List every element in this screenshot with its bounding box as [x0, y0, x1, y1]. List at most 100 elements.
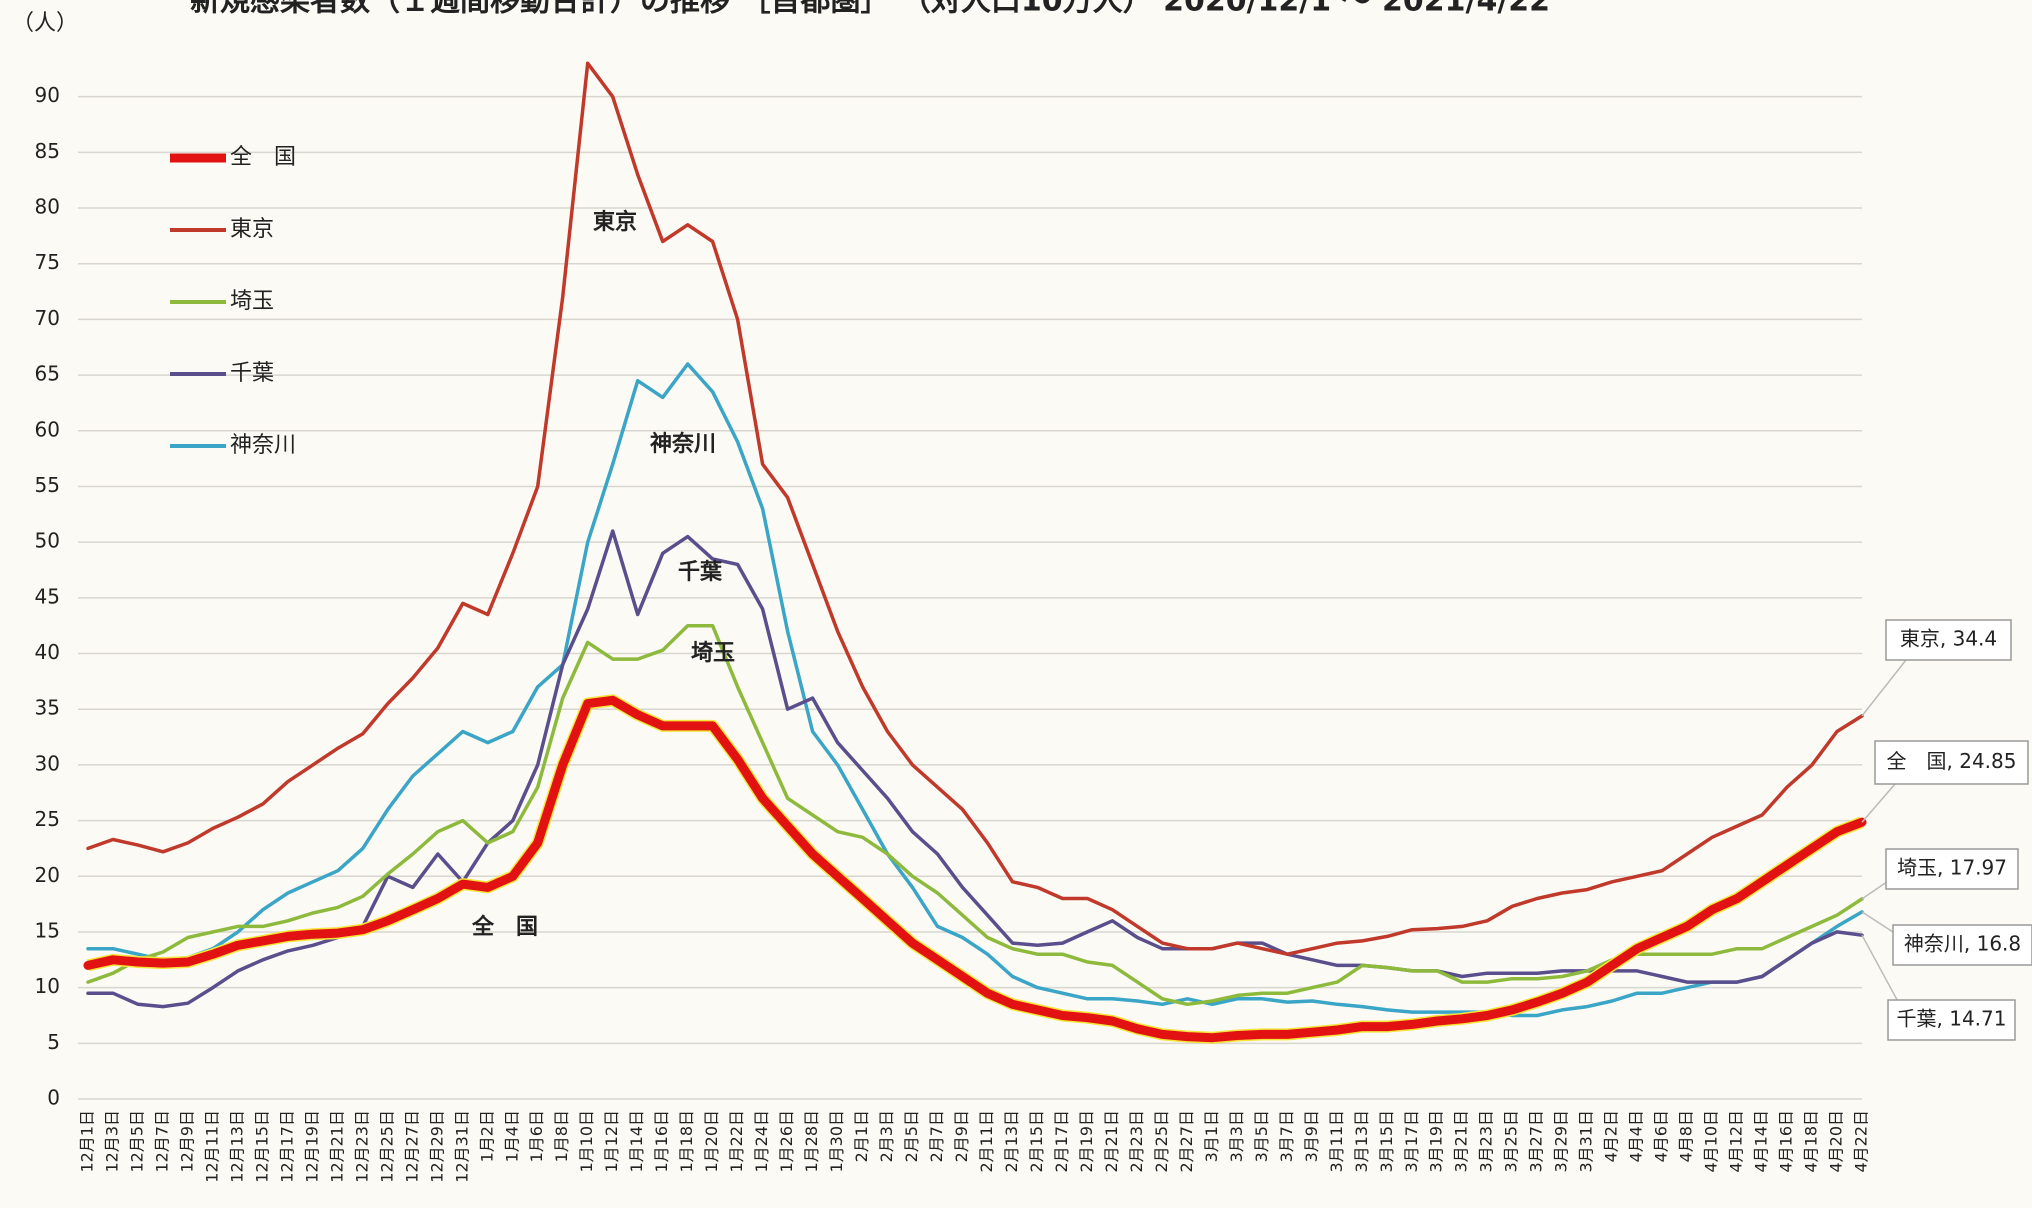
- callout-label: 東京, 34.4: [1900, 627, 1997, 651]
- x-tick-label: 1月2日: [477, 1110, 496, 1162]
- x-tick-label: 2月7日: [927, 1110, 946, 1162]
- x-tick-label: 3月13日: [1352, 1110, 1371, 1173]
- x-tick-label: 12月3日: [102, 1110, 121, 1173]
- x-tick-label: 2月3日: [877, 1110, 896, 1162]
- x-tick-label: 4月8日: [1677, 1110, 1696, 1162]
- callout-leader: [1861, 783, 1896, 823]
- x-tick-label: 3月5日: [1252, 1110, 1271, 1162]
- x-tick-label: 12月29日: [427, 1110, 446, 1183]
- x-tick-label: 12月19日: [302, 1110, 321, 1183]
- x-tick-label: 12月27日: [402, 1110, 421, 1183]
- x-tick-label: 12月11日: [202, 1110, 221, 1183]
- x-tick-label: 3月15日: [1377, 1110, 1396, 1173]
- x-tick-label: 12月17日: [277, 1110, 296, 1183]
- x-tick-label: 3月1日: [1202, 1110, 1221, 1162]
- x-tick-label: 2月27日: [1177, 1110, 1196, 1173]
- x-tick-label: 1月8日: [552, 1110, 571, 1162]
- chart-title: 新規感染者数（１週間移動合計）の推移 ［首都圏］ （対人口10万人） 2020/…: [190, 0, 1550, 19]
- x-tick-label: 2月5日: [902, 1110, 921, 1162]
- x-tick-label: 1月22日: [727, 1110, 746, 1173]
- x-tick-label: 12月13日: [227, 1110, 246, 1183]
- x-tick-label: 1月30日: [827, 1110, 846, 1173]
- x-tick-label: 12月31日: [452, 1110, 471, 1183]
- callout-box: [1887, 999, 2016, 1041]
- x-tick-label: 3月21日: [1452, 1110, 1471, 1173]
- x-tick-label: 2月9日: [952, 1110, 971, 1162]
- callout-box: [1874, 740, 2029, 785]
- x-tick-label: 4月22日: [1852, 1110, 1871, 1173]
- x-tick-label: 3月9日: [1302, 1110, 1321, 1162]
- legend-label: 千葉: [230, 361, 274, 386]
- y-tick-label: 20: [35, 863, 60, 887]
- callout-box: [1885, 619, 2012, 661]
- callout-box: [1885, 848, 2019, 890]
- x-tick-label: 4月4日: [1627, 1110, 1646, 1162]
- series-label: 神奈川: [650, 431, 716, 457]
- x-tick-label: 2月1日: [852, 1110, 871, 1162]
- x-tick-label: 2月17日: [1052, 1110, 1071, 1173]
- series-line: [86, 623, 1864, 1007]
- x-tick-label: 1月16日: [652, 1110, 671, 1173]
- y-tick-label: 65: [35, 362, 60, 386]
- callout-label: 千葉, 14.71: [1897, 1007, 2007, 1031]
- series-line: [86, 362, 1864, 1018]
- series-line: [86, 61, 1864, 956]
- y-tick-label: 80: [35, 195, 60, 219]
- x-tick-label: 1月18日: [677, 1110, 696, 1173]
- y-tick-label: 35: [35, 696, 60, 720]
- y-axis-label: （人）: [12, 11, 78, 36]
- x-tick-label: 4月14日: [1752, 1110, 1771, 1173]
- y-tick-label: 90: [35, 83, 60, 107]
- y-tick-label: 45: [35, 584, 60, 608]
- series-label: 全 国: [471, 914, 538, 940]
- x-tick-label: 12月1日: [78, 1110, 97, 1173]
- y-tick-label: 30: [35, 751, 60, 775]
- x-tick-label: 3月25日: [1502, 1110, 1521, 1173]
- x-tick-label: 3月11日: [1327, 1110, 1346, 1173]
- series-line: [83, 695, 1867, 1043]
- x-tick-label: 1月26日: [777, 1110, 796, 1173]
- x-tick-label: 4月12日: [1727, 1110, 1746, 1173]
- x-tick-label: 12月23日: [352, 1110, 371, 1183]
- legend-label: 東京: [230, 217, 274, 242]
- x-tick-label: 4月18日: [1802, 1110, 1821, 1173]
- x-tick-label: 2月21日: [1102, 1110, 1121, 1173]
- y-tick-label: 5: [47, 1030, 60, 1054]
- x-tick-label: 1月6日: [527, 1110, 546, 1162]
- x-tick-label: 3月31日: [1577, 1110, 1596, 1173]
- y-tick-label: 25: [35, 807, 60, 831]
- x-tick-label: 12月9日: [177, 1110, 196, 1173]
- y-tick-label: 60: [35, 417, 60, 441]
- callout-label: 全 国, 24.85: [1887, 749, 2017, 773]
- x-tick-label: 2月13日: [1002, 1110, 1021, 1173]
- x-tick-label: 1月28日: [802, 1110, 821, 1173]
- y-tick-label: 15: [35, 918, 60, 942]
- x-tick-label: 12月25日: [377, 1110, 396, 1183]
- series-label: 千葉: [678, 560, 723, 585]
- x-tick-label: 1月10日: [577, 1110, 596, 1173]
- x-tick-label: 3月17日: [1402, 1110, 1421, 1173]
- series-label: 埼玉: [691, 641, 735, 666]
- y-tick-label: 40: [35, 640, 60, 664]
- x-tick-label: 4月6日: [1652, 1110, 1671, 1162]
- legend-label: 埼玉: [230, 289, 274, 314]
- x-tick-label: 1月14日: [627, 1110, 646, 1173]
- y-tick-label: 10: [35, 974, 60, 998]
- x-tick-label: 12月21日: [327, 1110, 346, 1183]
- x-tick-label: 4月16日: [1777, 1110, 1796, 1173]
- x-tick-label: 2月11日: [977, 1110, 996, 1173]
- y-tick-label: 55: [35, 473, 60, 497]
- x-tick-label: 1月24日: [752, 1110, 771, 1173]
- x-tick-label: 2月25日: [1152, 1110, 1171, 1173]
- x-tick-label: 3月7日: [1277, 1110, 1296, 1162]
- callout-label: 神奈川, 16.8: [1904, 932, 2021, 956]
- y-tick-label: 75: [35, 250, 60, 274]
- callout-leader: [1861, 659, 1907, 717]
- y-tick-label: 0: [47, 1086, 60, 1110]
- x-tick-label: 12月5日: [127, 1110, 146, 1173]
- x-tick-label: 3月19日: [1427, 1110, 1446, 1173]
- x-tick-label: 1月20日: [702, 1110, 721, 1173]
